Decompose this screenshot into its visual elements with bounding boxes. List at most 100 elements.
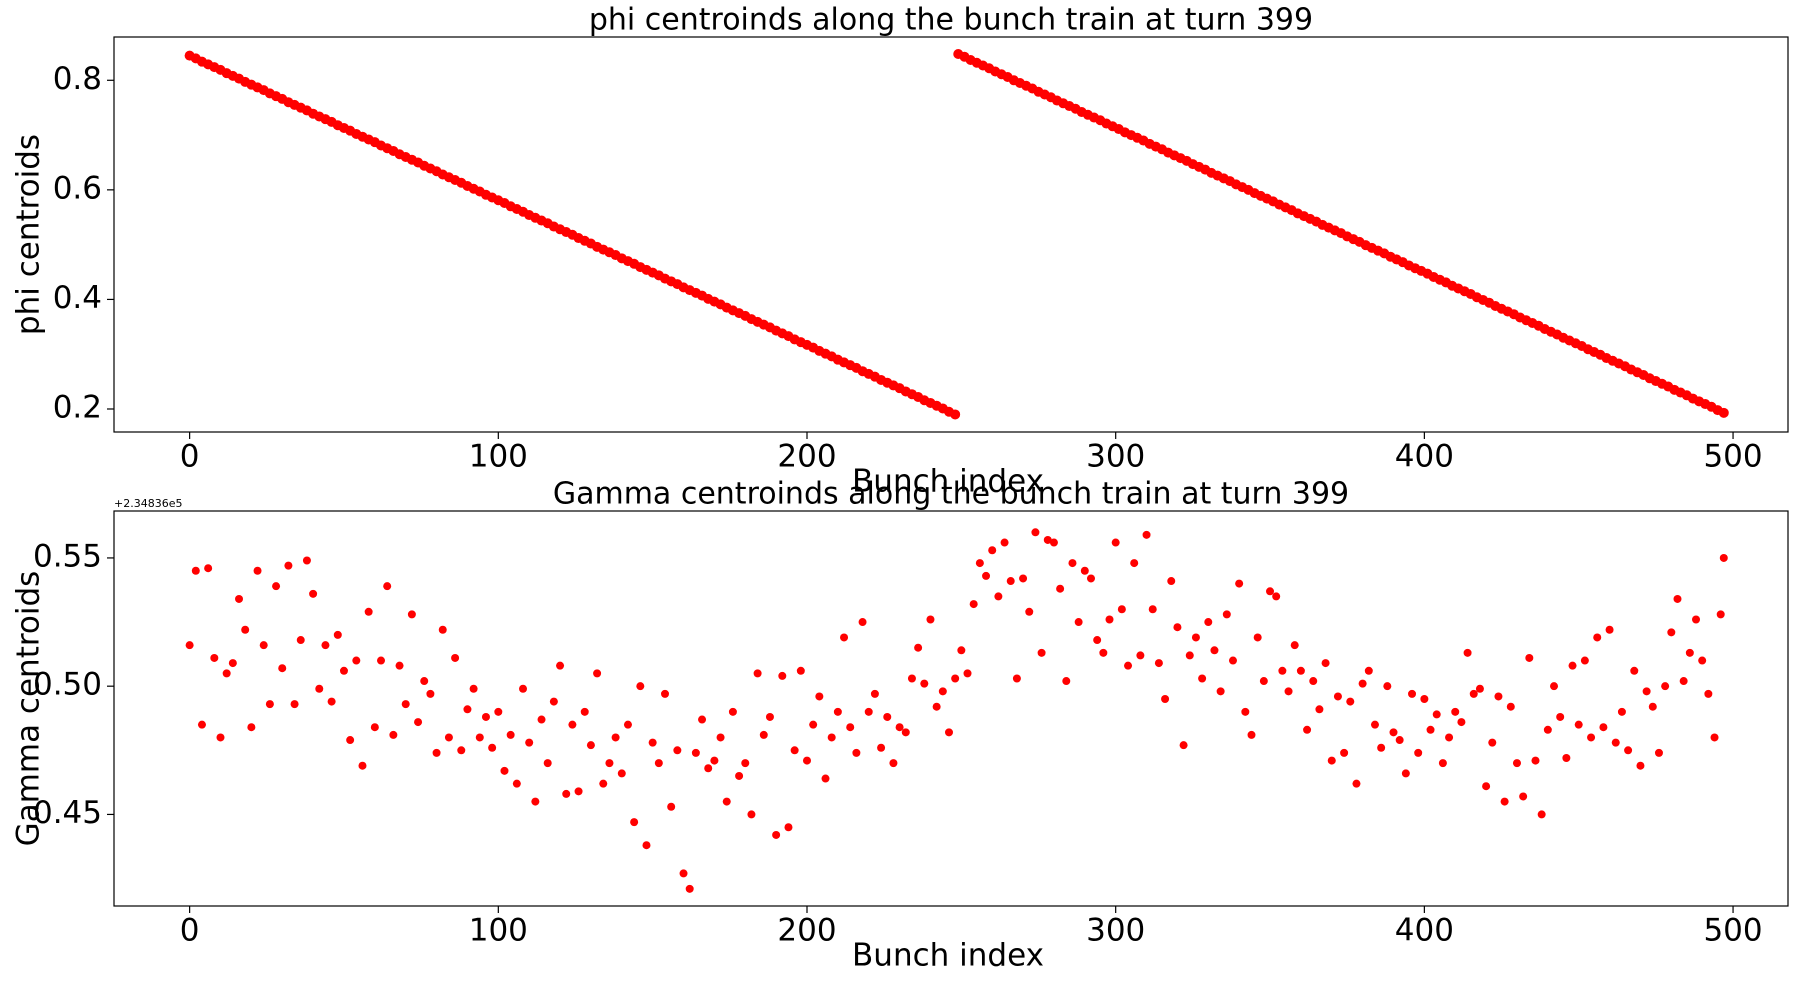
data-point bbox=[1679, 677, 1688, 686]
data-point bbox=[451, 653, 460, 662]
data-point bbox=[259, 641, 268, 650]
data-point bbox=[815, 692, 824, 701]
data-point bbox=[1475, 684, 1484, 693]
data-point bbox=[191, 566, 200, 575]
data-point bbox=[1562, 754, 1571, 763]
data-point bbox=[809, 720, 818, 729]
data-point bbox=[1173, 623, 1182, 632]
x-tick-label: 500 bbox=[1703, 439, 1762, 475]
data-point bbox=[901, 728, 910, 737]
x-tick-label: 300 bbox=[1086, 913, 1145, 949]
data-point bbox=[364, 607, 373, 616]
data-point bbox=[1438, 759, 1447, 768]
data-point bbox=[519, 684, 528, 693]
data-point bbox=[685, 884, 694, 893]
data-point bbox=[475, 733, 484, 742]
data-point bbox=[1704, 689, 1713, 698]
data-point bbox=[278, 664, 287, 673]
data-point bbox=[352, 656, 361, 665]
data-point bbox=[1370, 720, 1379, 729]
data-point bbox=[1346, 697, 1355, 706]
data-point bbox=[1315, 705, 1324, 714]
data-point bbox=[407, 610, 416, 619]
data-point bbox=[290, 700, 299, 709]
data-point bbox=[963, 669, 972, 678]
x-tick-label: 0 bbox=[180, 913, 200, 949]
data-point bbox=[938, 687, 947, 696]
x-tick-label: 400 bbox=[1395, 913, 1454, 949]
data-point bbox=[1012, 674, 1021, 683]
data-point bbox=[704, 764, 713, 773]
data-point bbox=[1543, 725, 1552, 734]
data-point bbox=[944, 728, 953, 737]
data-point bbox=[309, 589, 318, 598]
data-point bbox=[1568, 661, 1577, 670]
data-point bbox=[296, 636, 305, 645]
data-point bbox=[1648, 702, 1657, 711]
data-point bbox=[1494, 692, 1503, 701]
data-point bbox=[383, 582, 392, 591]
data-point bbox=[907, 674, 916, 683]
data-point bbox=[988, 546, 997, 555]
data-point bbox=[1148, 605, 1157, 614]
data-point bbox=[617, 769, 626, 778]
data-point bbox=[1389, 728, 1398, 737]
y-tick-label: 0.4 bbox=[53, 280, 102, 316]
data-point bbox=[728, 707, 737, 716]
data-point bbox=[883, 712, 892, 721]
data-point bbox=[1654, 748, 1663, 757]
data-point bbox=[1525, 653, 1534, 662]
data-point bbox=[1266, 587, 1275, 596]
data-point bbox=[679, 869, 688, 878]
data-point bbox=[1364, 666, 1373, 675]
data-point bbox=[858, 618, 867, 627]
data-point bbox=[1636, 761, 1645, 770]
data-point bbox=[747, 810, 756, 819]
data-point bbox=[599, 779, 608, 788]
data-point bbox=[1580, 656, 1589, 665]
data-point bbox=[1692, 615, 1701, 624]
data-point bbox=[1327, 756, 1336, 765]
data-point bbox=[457, 746, 466, 755]
data-point bbox=[241, 625, 250, 634]
y-tick-label: 0.2 bbox=[53, 389, 102, 425]
data-point bbox=[438, 625, 447, 634]
data-point bbox=[444, 733, 453, 742]
data-point bbox=[1056, 584, 1065, 593]
x-tick-label: 500 bbox=[1703, 913, 1762, 949]
data-point bbox=[222, 669, 231, 678]
data-point bbox=[1093, 636, 1102, 645]
x-tick-label: 300 bbox=[1086, 439, 1145, 475]
data-point bbox=[574, 787, 583, 796]
data-point bbox=[895, 723, 904, 732]
data-point bbox=[1599, 723, 1608, 732]
data-point bbox=[253, 566, 262, 575]
data-point bbox=[327, 697, 336, 706]
data-point bbox=[1556, 712, 1565, 721]
data-point bbox=[216, 733, 225, 742]
x-tick-label: 200 bbox=[777, 913, 836, 949]
data-point bbox=[1667, 628, 1676, 637]
data-point bbox=[926, 615, 935, 624]
data-point bbox=[821, 774, 830, 783]
x-axis-label: Bunch index bbox=[852, 938, 1044, 974]
data-point bbox=[1161, 695, 1170, 704]
data-point bbox=[877, 743, 886, 752]
data-point bbox=[549, 697, 558, 706]
data-point bbox=[469, 684, 478, 693]
data-point bbox=[1222, 610, 1231, 619]
data-point bbox=[580, 707, 589, 716]
data-point bbox=[506, 730, 515, 739]
data-point bbox=[673, 746, 682, 755]
data-point bbox=[1457, 718, 1466, 727]
data-point bbox=[593, 669, 602, 678]
data-point bbox=[969, 600, 978, 609]
axes-frame bbox=[113, 510, 1789, 907]
data-point bbox=[654, 759, 663, 768]
data-point bbox=[1698, 656, 1707, 665]
data-point bbox=[1574, 720, 1583, 729]
data-point bbox=[1605, 625, 1614, 634]
data-point bbox=[235, 594, 244, 603]
data-point bbox=[1463, 648, 1472, 657]
data-point bbox=[339, 666, 348, 675]
